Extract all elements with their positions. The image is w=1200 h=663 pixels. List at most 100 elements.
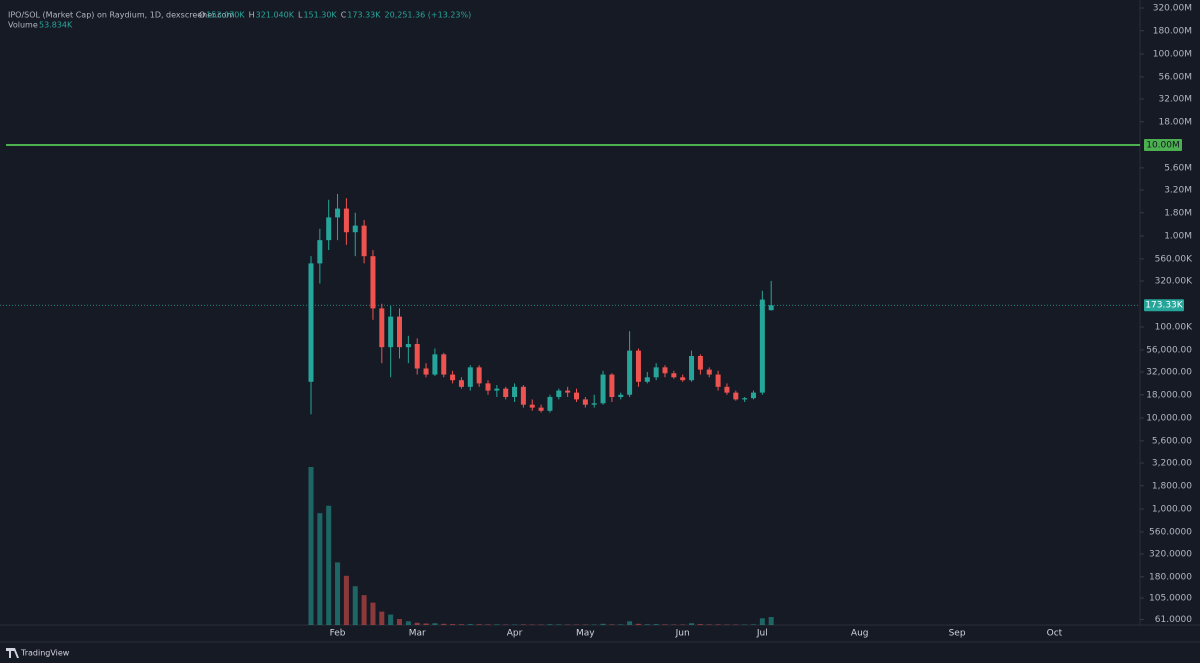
candle-body [662,367,668,374]
y-tick-label: 105.0000 [1149,594,1192,604]
y-tick-label: 100.00M [1153,49,1192,59]
volume-bar [494,624,500,625]
legend-value: 20,251.36 (+13.23%) [385,11,472,20]
volume-bar [644,624,650,625]
volume-bar [343,575,349,625]
volume-bar [361,595,367,625]
candle-body [432,354,438,375]
volume-value: 53.834K [39,21,73,30]
candle-body [653,367,659,378]
volume-bar [635,623,641,625]
candle-body [361,225,367,257]
volume-bar [706,624,712,625]
candle-body [494,388,500,391]
candle-body [343,208,349,233]
volume-bar [715,624,721,625]
candle-body [751,392,756,399]
legend-value: 173.33K [347,11,381,20]
candle-body [689,355,695,381]
candle-body [671,373,677,378]
y-tick-label: 1.00M [1164,231,1192,241]
x-tick-label: Oct [1047,629,1063,639]
x-tick-label: Jun [675,629,690,639]
volume-bar [308,467,314,625]
candle-body [441,354,447,375]
volume-bar [627,621,633,625]
candle-body [635,350,641,382]
y-tick-label: 61.0000 [1155,615,1192,625]
candle-body [317,240,323,264]
volume-bar [458,624,464,625]
y-tick-label: 320.00M [1153,4,1192,14]
volume-bar [697,624,703,625]
ohlc-legend: O 153.070K H 321.040K L 151.30K C 173.33K 20,251… [199,11,471,20]
candle-body [520,386,526,405]
candle-body [352,225,358,233]
volume-bar [450,624,456,625]
candle-body [397,316,402,348]
y-tick-label: 320.0000 [1149,550,1192,560]
volume-label: Volume [8,21,38,30]
volume-bar [388,614,394,625]
candle-body [574,392,579,400]
candle-body [591,403,597,405]
candle-body [388,316,394,348]
volume-bar [326,505,332,625]
y-tick-label: 560.00K [1155,254,1193,264]
y-tick-label: 18.00M [1158,117,1192,127]
x-tick-label: Apr [507,629,523,639]
volume-bar [432,623,438,625]
candle-body [467,367,473,387]
candle-body [759,299,765,393]
candle-body [618,394,624,398]
y-tick-label: 100.00K [1155,322,1193,332]
volume-bar [441,623,447,625]
legend-value: 153.070K [206,11,245,20]
volume-bar [423,623,429,625]
candle-body [627,350,633,395]
level-badge [1144,138,1182,151]
candle-body [423,368,429,375]
volume-bar [600,623,606,625]
legend-key: H [249,11,255,20]
volume-bar [379,611,385,625]
x-tick-label: Sep [949,629,966,639]
candle-body [414,344,420,369]
candle-body [582,399,588,405]
volume-bar [485,624,491,625]
candle-body [503,388,509,398]
candle-body [733,392,739,400]
y-tick-label: 180.0000 [1149,572,1192,582]
volume-bar [618,624,624,625]
y-tick-label: 18,000.00 [1146,390,1192,400]
legend-key: L [298,11,303,20]
y-tick-label: 320.00K [1155,277,1193,287]
candle-body [697,355,703,370]
volume-bar [352,586,358,625]
candle-body [308,263,314,382]
volume-bar [653,624,659,625]
candle-body [512,386,518,398]
candle-body [644,377,650,382]
candle-body [458,380,464,387]
candle-body [609,374,615,398]
volume-bar [476,624,482,625]
candle-body [547,397,553,411]
candle-body [405,344,411,348]
legend-value: 321.040K [256,11,295,20]
last-price-badge [1144,299,1184,312]
x-tick-label: Jul [756,629,768,639]
candle-body [768,305,774,311]
candle-body [326,217,332,241]
candle-body [556,390,562,398]
y-tick-label: 3.20M [1164,186,1192,196]
level-label: 10.00M [1146,140,1180,150]
volume-bar [520,624,526,625]
y-tick-label: 56.00M [1158,72,1192,82]
y-tick-label: 1.80M [1164,208,1192,218]
volume-bar [370,602,376,625]
candle-body [565,390,571,393]
candle-body [715,374,721,387]
candle-body [742,398,748,400]
volume-bar [397,619,402,625]
